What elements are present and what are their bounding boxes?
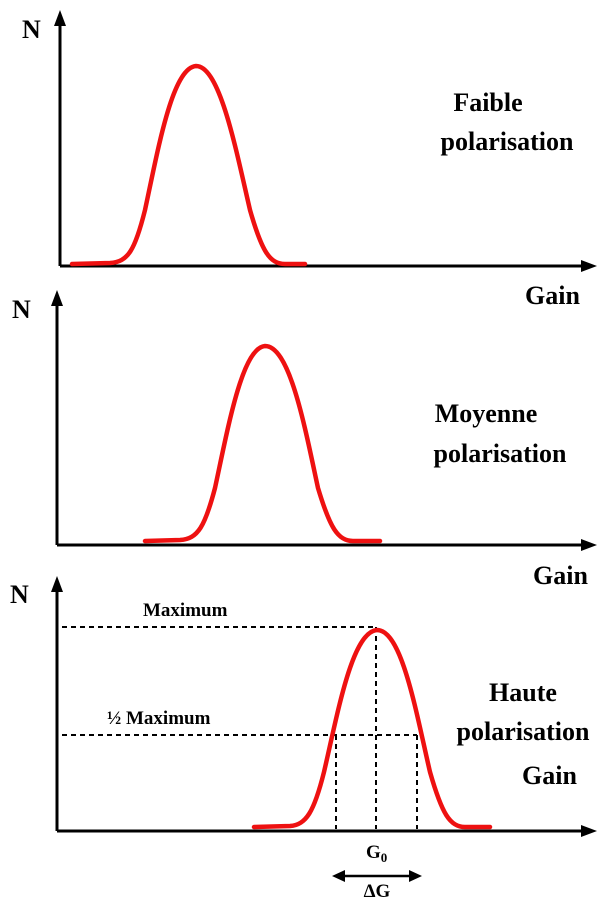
y-axis-label: N	[12, 295, 31, 324]
curve-title-line1: Moyenne	[435, 399, 538, 428]
delta-g-arrow-right	[409, 870, 422, 882]
curve-title-line2: polarisation	[434, 439, 567, 468]
y-axis-arrow	[51, 576, 63, 592]
panel-faible: N Gain Faible polarisation	[22, 10, 597, 310]
curve-title-line1: Haute	[489, 678, 557, 707]
delta-g-arrow-left	[332, 870, 345, 882]
y-axis-label: N	[22, 15, 41, 44]
curve-title-line2: polarisation	[441, 127, 574, 156]
g0-subscript: 0	[381, 850, 388, 865]
panel-moyenne: N Gain Moyenne polarisation	[12, 290, 597, 590]
delta-g-label: ΔG	[364, 881, 391, 900]
distribution-curve	[251, 627, 493, 830]
x-axis-arrow	[581, 539, 597, 551]
x-axis-arrow	[581, 825, 597, 837]
half-maximum-label: ½ Maximum	[107, 708, 211, 729]
y-axis-label: N	[10, 580, 29, 609]
curve-title-line2: polarisation	[457, 717, 590, 746]
x-axis-arrow	[581, 260, 597, 272]
distribution-curve	[69, 63, 308, 267]
curve-title-line1: Faible	[453, 88, 522, 117]
g0-label: G0	[366, 842, 387, 865]
x-axis-label: Gain	[533, 561, 588, 590]
distribution-curve	[142, 343, 383, 544]
x-axis-label: Gain	[522, 761, 577, 790]
y-axis-arrow	[51, 290, 63, 306]
x-axis-label: Gain	[525, 281, 580, 310]
maximum-label: Maximum	[143, 600, 228, 621]
g0-main: G	[366, 842, 381, 863]
y-axis-arrow	[54, 10, 66, 26]
panel-haute: N Gain Maximum ½ Maximum Haute polarisat…	[10, 576, 597, 900]
